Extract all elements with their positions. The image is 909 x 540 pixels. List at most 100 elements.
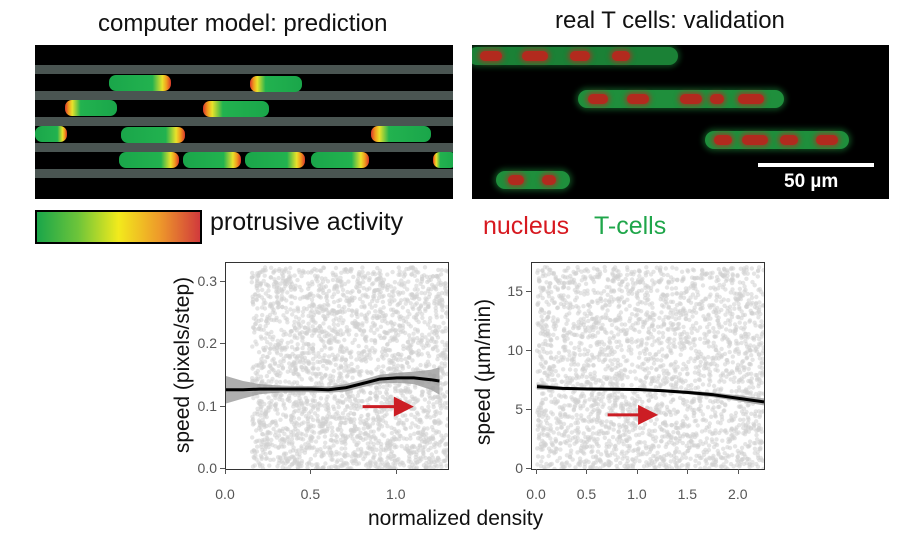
scatter-point (602, 264, 607, 270)
scatter-point (290, 312, 295, 317)
scatter-point (288, 307, 293, 312)
scatter-point (271, 426, 276, 432)
scatter-point (538, 441, 544, 447)
scatter-point (632, 447, 637, 453)
scatter-point (338, 297, 343, 303)
scatter-point (293, 367, 298, 372)
scatter-point (691, 411, 696, 416)
scatter-point (635, 441, 640, 446)
scatter-point (276, 302, 281, 307)
scatter-point (726, 436, 731, 442)
scatter-point (347, 416, 352, 421)
scatter-point (345, 289, 350, 295)
scatter-point (596, 321, 601, 326)
scatter-point (644, 446, 649, 451)
scatter-point (685, 463, 691, 468)
scatter-point (309, 462, 315, 468)
scatter-point (350, 375, 355, 380)
scatter-point (639, 379, 644, 384)
scatter-point (371, 270, 376, 275)
scatter-point (426, 278, 432, 283)
scatter-point (588, 382, 594, 387)
scatter-point (630, 362, 635, 367)
scatter-point (690, 314, 695, 319)
scatter-point (435, 348, 440, 353)
scatter-point (287, 439, 292, 444)
scatter-point (644, 265, 649, 270)
scatter-point (684, 313, 689, 318)
scatter-point (325, 450, 331, 455)
scatter-point (582, 459, 587, 464)
scatter-point (745, 301, 751, 306)
scatter-point (657, 455, 662, 460)
scatter-point (537, 278, 542, 284)
scatter-point (292, 325, 298, 331)
scatter-point (741, 270, 746, 275)
scatter-point (741, 461, 747, 467)
scatter-point (419, 311, 425, 317)
scatter-point (551, 430, 556, 435)
scatter-point (756, 409, 762, 414)
scatter-point (575, 425, 581, 430)
scatter-point (297, 423, 302, 428)
scatter-point (350, 368, 355, 374)
scatter-point (262, 442, 267, 448)
scatter-point (360, 293, 365, 298)
scatter-point (738, 291, 743, 296)
scatter-point (445, 314, 448, 319)
scatter-point (748, 308, 753, 313)
scatter-point (252, 411, 257, 416)
scatter-point (535, 268, 541, 273)
scatter-point (700, 412, 706, 417)
scatter-point (445, 416, 448, 422)
scatter-point (651, 282, 656, 287)
scatter-point (445, 371, 448, 377)
scatter-point (350, 320, 355, 326)
scatter-point (411, 450, 417, 455)
scatter-point (685, 404, 691, 409)
scatter-point (326, 359, 331, 364)
scatter-point (371, 416, 376, 421)
scatter-point (299, 364, 304, 369)
scatter-point (717, 379, 722, 384)
scatter-point (436, 277, 442, 283)
scatter-point (304, 331, 309, 336)
scatter-point (257, 422, 263, 428)
scatter-point (570, 457, 575, 462)
scatter-point (434, 312, 439, 317)
scatter-point (557, 405, 562, 410)
scatter-point (381, 305, 386, 310)
scatter-point (283, 353, 289, 359)
scatter-point (260, 365, 265, 370)
scatter-point (743, 331, 748, 336)
scatter-point (644, 341, 649, 346)
scatter-point (315, 359, 320, 364)
scatter-point (315, 413, 320, 419)
scatter-point (707, 369, 713, 374)
legend-tcells: T-cells (594, 212, 667, 240)
scatter-point (730, 287, 735, 292)
scatter-point (337, 318, 342, 323)
scatter-point (368, 440, 373, 445)
scatter-point (444, 423, 448, 428)
scatter-point (335, 289, 341, 295)
scatter-point (268, 457, 273, 463)
scatter-point (671, 310, 676, 316)
scatter-point (435, 458, 440, 464)
scatter-point (385, 341, 390, 347)
scatter-point (322, 434, 328, 439)
scatter-point (431, 404, 436, 410)
scatter-point (668, 409, 673, 415)
scatter-point (624, 331, 629, 337)
scatter-point (618, 460, 623, 466)
scatter-point (375, 440, 380, 446)
x-tick-mark (225, 469, 226, 474)
scatter-point (311, 361, 316, 366)
scatter-point (630, 286, 635, 292)
scatter-point (539, 355, 544, 360)
scatter-point (610, 434, 616, 440)
scatter-point (315, 366, 321, 371)
scatter-point (656, 336, 662, 342)
scatter-point (331, 404, 336, 409)
scatter-point (720, 373, 726, 378)
